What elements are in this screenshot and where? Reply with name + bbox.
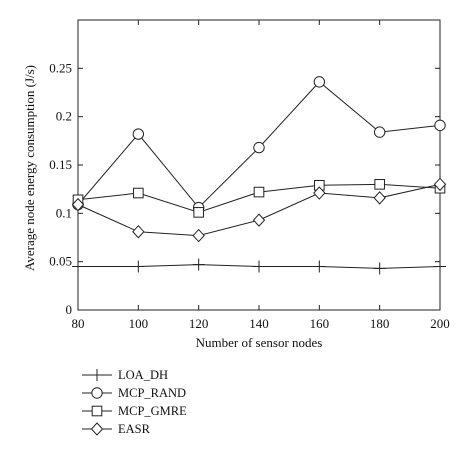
legend-marker-square	[91, 405, 103, 417]
x-tick-label: 100	[129, 316, 149, 331]
data-point-easr	[252, 213, 266, 227]
data-point-easr	[132, 224, 145, 239]
y-tick-label: 0.1	[56, 205, 72, 220]
legend-item-easr: EASR	[82, 422, 151, 436]
data-point-easr	[433, 177, 447, 192]
x-tick-label: 120	[189, 316, 209, 331]
data-point-loa-dh	[192, 258, 205, 271]
series-easr	[71, 177, 447, 243]
data-point-mcp-rand	[253, 141, 265, 154]
data-point-loa-dh	[434, 260, 446, 273]
data-point-easr	[71, 197, 85, 212]
x-tick-label: 80	[72, 316, 85, 331]
legend-label: EASR	[118, 422, 151, 436]
data-point-loa-dh	[253, 260, 265, 273]
data-point-loa-dh	[72, 260, 84, 273]
data-point-easr	[313, 186, 326, 200]
legend-marker-diamond	[90, 422, 104, 436]
y-axis: 0 0.05 0.1 0.15 0.2 0.25	[49, 60, 440, 317]
legend-item-loa-dh: LOA_DH	[82, 368, 168, 382]
data-point-mcp-gmre	[374, 179, 385, 190]
x-tick-label: 180	[370, 316, 390, 331]
y-tick-label: 0.15	[49, 157, 72, 172]
legend: LOA_DH MCP_RAND MCP_GMRE EASR	[82, 368, 187, 436]
x-axis: 80 100 120 140 160 180 200	[72, 20, 450, 331]
series-mcp-gmre	[72, 179, 446, 218]
x-axis-label: Number of sensor nodes	[196, 335, 323, 350]
data-point-easr	[192, 228, 205, 243]
legend-item-mcp-gmre: MCP_GMRE	[82, 404, 187, 418]
series-layer	[71, 76, 447, 275]
series-loa-dh	[72, 258, 446, 275]
data-point-mcp-gmre	[133, 187, 144, 199]
y-tick-label: 0.05	[49, 254, 72, 269]
x-tick-label: 140	[249, 316, 269, 331]
data-point-mcp-rand	[132, 128, 145, 140]
y-tick-label: 0.2	[56, 109, 72, 124]
data-point-loa-dh	[373, 262, 386, 275]
x-tick-label: 200	[430, 316, 450, 331]
data-point-loa-dh	[313, 260, 326, 273]
data-point-mcp-rand	[434, 119, 446, 132]
legend-marker-plus	[91, 369, 103, 381]
legend-label: MCP_GMRE	[118, 404, 187, 418]
data-point-mcp-rand	[373, 126, 386, 138]
y-tick-label: 0	[66, 302, 73, 317]
legend-label: LOA_DH	[118, 368, 168, 382]
data-point-loa-dh	[132, 260, 145, 273]
data-point-easr	[373, 191, 386, 205]
legend-marker-circle	[91, 387, 103, 399]
x-tick-label: 160	[310, 316, 330, 331]
legend-label: MCP_RAND	[118, 386, 186, 400]
data-point-mcp-gmre	[193, 207, 204, 218]
data-point-mcp-gmre	[253, 186, 265, 198]
legend-item-mcp-rand: MCP_RAND	[82, 386, 186, 400]
data-point-mcp-rand	[313, 76, 326, 88]
y-tick-label: 0.25	[49, 60, 72, 75]
y-axis-label: Average node energy consumption (J/s)	[22, 65, 37, 271]
